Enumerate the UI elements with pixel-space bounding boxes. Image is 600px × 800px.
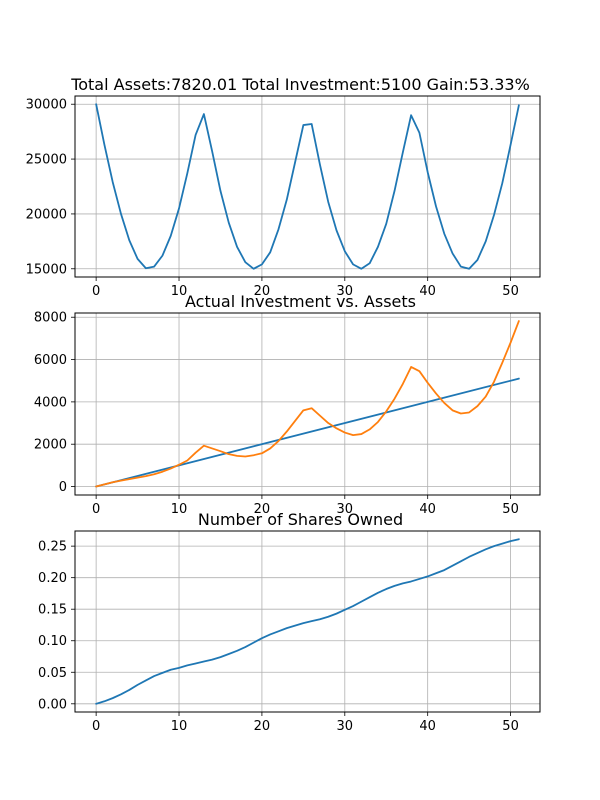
x-tick-label: 10 (171, 502, 188, 517)
x-tick-label: 10 (171, 284, 188, 299)
x-tick-label: 10 (171, 719, 188, 734)
chart-title-3: Number of Shares Owned (198, 510, 403, 529)
x-tick-label: 30 (337, 719, 354, 734)
x-tick-label: 50 (502, 719, 519, 734)
y-tick-label: 0 (59, 480, 67, 495)
y-tick-label: 30000 (26, 98, 67, 113)
x-tick-label: 40 (419, 284, 436, 299)
x-tick-label: 0 (92, 502, 100, 517)
y-tick-label: 6000 (34, 353, 67, 368)
x-tick-label: 20 (254, 284, 271, 299)
y-tick-label: 2000 (34, 438, 67, 453)
y-tick-label: 0.20 (38, 571, 67, 586)
y-tick-label: 0.15 (38, 603, 67, 618)
x-tick-label: 0 (92, 284, 100, 299)
x-tick-label: 0 (92, 719, 100, 734)
series-line-1 (95, 377, 520, 488)
chart-title-1: Total Assets:7820.01 Total Investment:51… (70, 75, 530, 94)
series-line-1 (95, 538, 520, 705)
y-tick-label: 25000 (26, 153, 67, 168)
x-tick-label: 30 (337, 502, 354, 517)
y-tick-label: 8000 (34, 311, 67, 326)
subplot-3: 0 10 20 30 40 50 0.00 0.05 0.10 0.15 0.20 0.25 Numbe… (38, 510, 541, 734)
chart-title-2: Actual Investment vs. Assets (185, 292, 416, 311)
y-tick-label: 0.05 (38, 666, 67, 681)
x-tick-label: 40 (419, 502, 436, 517)
y-tick-label: 4000 (34, 395, 67, 410)
y-tick-label: 0.10 (38, 634, 67, 649)
x-tick-label: 30 (337, 284, 354, 299)
x-tick-label: 20 (254, 719, 271, 734)
x-tick-label: 50 (502, 502, 519, 517)
series-line-2 (95, 320, 520, 488)
y-tick-label: 0.00 (38, 697, 67, 712)
y-tick-label: 15000 (26, 262, 67, 277)
subplot-2: 0 10 20 30 40 50 0 2000 4000 6000 8000 Actual Inves… (34, 292, 541, 517)
x-tick-label: 50 (502, 284, 519, 299)
y-tick-label: 0.25 (38, 540, 67, 555)
series-line-1 (95, 103, 520, 270)
plot-frame (74, 530, 541, 713)
plot-frame (74, 312, 541, 496)
x-tick-label: 40 (419, 719, 436, 734)
x-tick-label: 20 (254, 502, 271, 517)
plot-frame (74, 95, 541, 278)
y-tick-label: 20000 (26, 207, 67, 222)
